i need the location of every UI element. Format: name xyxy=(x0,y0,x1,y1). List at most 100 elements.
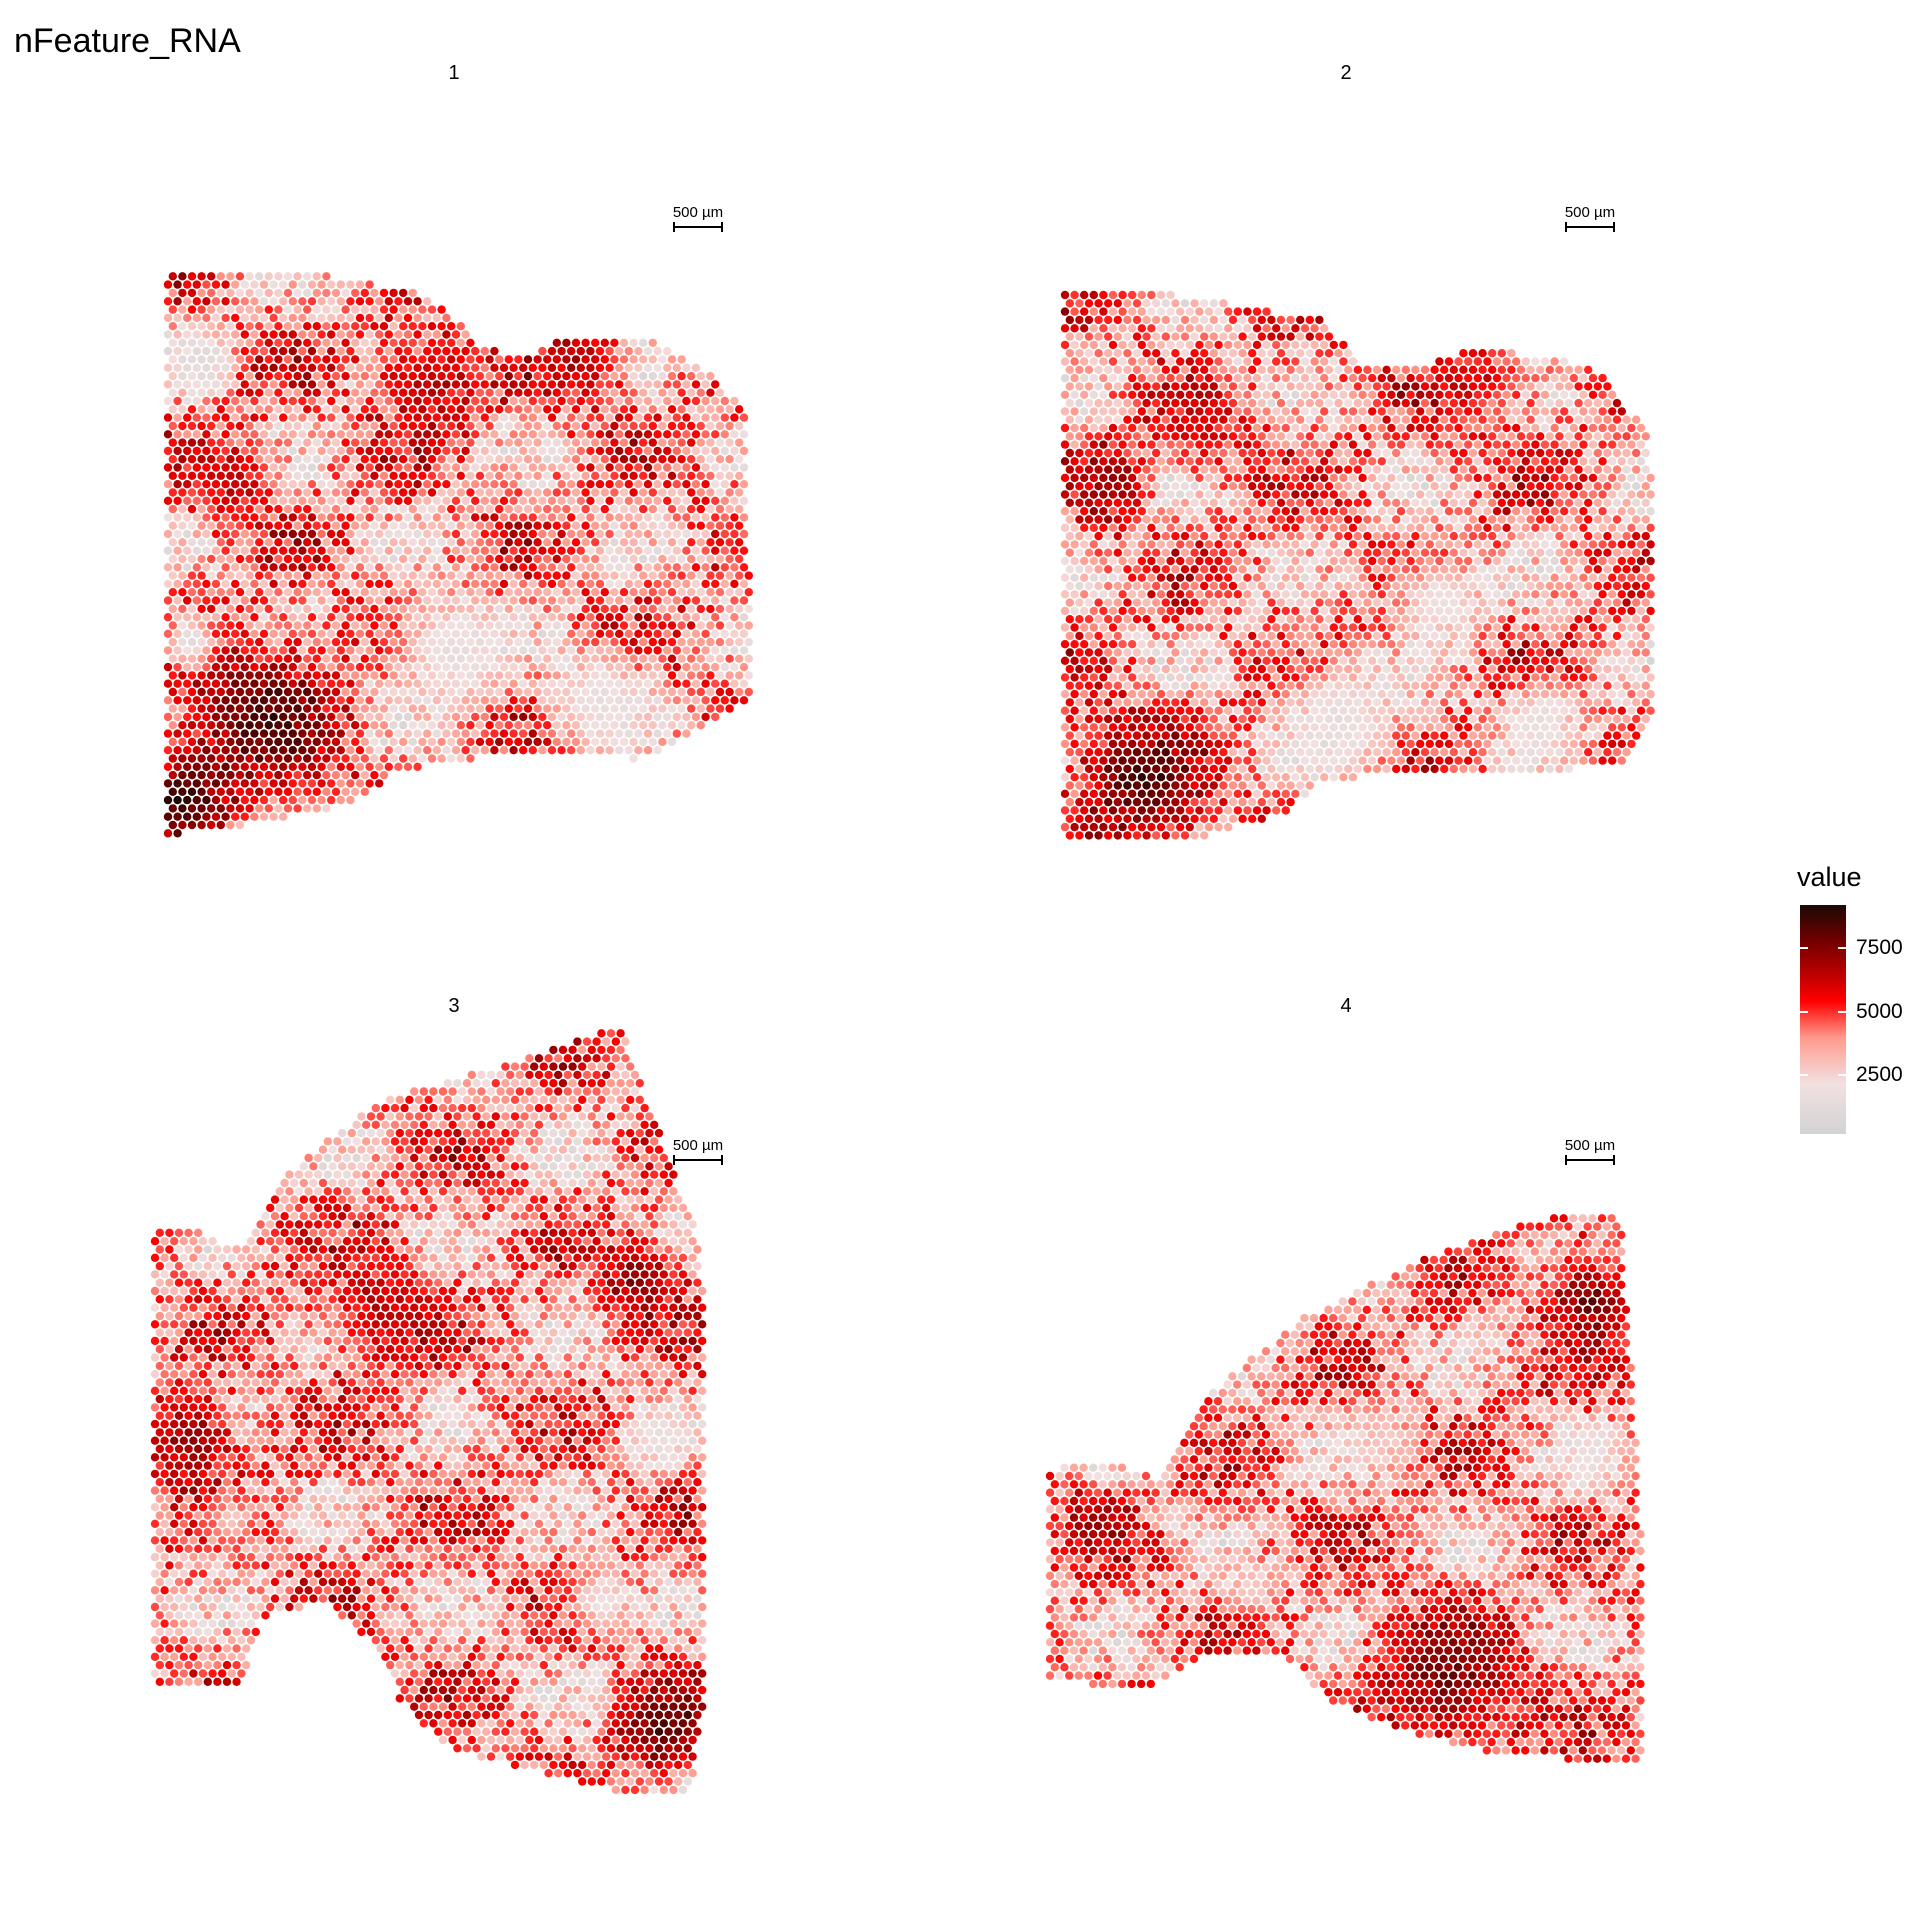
spot xyxy=(586,430,595,439)
spot xyxy=(279,529,288,539)
spot xyxy=(624,446,633,456)
spot xyxy=(331,371,341,381)
spot xyxy=(514,371,523,381)
spot xyxy=(639,521,648,530)
spot xyxy=(1363,448,1372,458)
spot xyxy=(466,588,475,597)
spot xyxy=(173,829,182,838)
spot xyxy=(730,662,739,672)
spot xyxy=(178,438,187,447)
spot xyxy=(1075,415,1084,424)
spot xyxy=(423,646,432,655)
spot xyxy=(1320,540,1329,549)
spot xyxy=(466,554,475,564)
spot xyxy=(1286,315,1295,325)
spot xyxy=(1099,373,1108,383)
spot xyxy=(341,471,350,480)
spot xyxy=(1123,349,1132,358)
spot xyxy=(197,721,206,730)
spot xyxy=(264,637,273,647)
spot xyxy=(1267,515,1276,524)
spot xyxy=(351,654,360,663)
spot xyxy=(399,721,408,730)
spot xyxy=(653,546,662,555)
spot xyxy=(408,654,417,663)
spot xyxy=(466,571,475,580)
spot xyxy=(605,396,614,406)
spot xyxy=(1444,540,1454,549)
spot xyxy=(485,671,494,680)
spot xyxy=(341,504,350,514)
spot xyxy=(351,371,360,381)
spot xyxy=(1171,432,1180,441)
spot xyxy=(403,529,413,539)
spot xyxy=(437,322,446,331)
spot xyxy=(1281,340,1291,350)
spot xyxy=(226,421,235,431)
spot xyxy=(1478,531,1487,541)
spot xyxy=(384,679,393,688)
spot xyxy=(504,405,513,414)
spot xyxy=(1171,299,1180,308)
spot xyxy=(274,604,283,614)
spot xyxy=(269,480,278,489)
spot xyxy=(1228,415,1238,424)
spot xyxy=(581,388,590,397)
spot xyxy=(399,405,408,414)
spot xyxy=(231,579,240,589)
spot xyxy=(293,405,302,414)
spot xyxy=(1089,556,1099,566)
spot xyxy=(221,729,230,738)
spot xyxy=(624,662,633,672)
spot xyxy=(1219,515,1228,524)
spot xyxy=(1185,540,1195,549)
spot xyxy=(384,463,393,472)
spot xyxy=(634,646,643,655)
spot xyxy=(274,521,283,530)
spot xyxy=(1358,440,1367,449)
spot xyxy=(389,438,398,447)
spot xyxy=(336,380,345,389)
spot xyxy=(437,338,446,347)
spot xyxy=(624,579,633,589)
spot xyxy=(1339,507,1348,516)
spot xyxy=(475,421,485,431)
spot xyxy=(1075,531,1084,541)
spot xyxy=(375,480,384,489)
spot xyxy=(720,529,729,539)
spot xyxy=(1060,523,1070,532)
spot xyxy=(523,637,533,647)
spot xyxy=(1622,482,1631,491)
spot xyxy=(207,355,216,364)
spot xyxy=(744,654,753,663)
spot xyxy=(269,712,278,722)
spot xyxy=(403,596,413,605)
spot xyxy=(1286,382,1295,391)
spot xyxy=(1104,349,1113,358)
spot xyxy=(1219,415,1228,424)
spot xyxy=(1564,465,1574,474)
spot xyxy=(639,621,648,630)
spot xyxy=(557,579,566,589)
spot xyxy=(663,529,672,539)
spot xyxy=(336,297,345,306)
spot xyxy=(331,704,341,713)
spot xyxy=(317,446,326,456)
spot xyxy=(706,654,715,663)
spot xyxy=(1646,473,1655,483)
spot xyxy=(485,604,494,614)
spot xyxy=(211,463,221,472)
spot xyxy=(293,338,302,347)
spot xyxy=(1555,365,1564,374)
spot xyxy=(619,455,629,464)
spot xyxy=(696,371,705,381)
spot xyxy=(639,421,648,431)
spot xyxy=(1161,398,1171,408)
spot xyxy=(701,546,710,555)
spot xyxy=(235,355,245,364)
spot xyxy=(168,754,177,763)
spot xyxy=(240,812,249,821)
spot xyxy=(629,554,638,564)
spot xyxy=(1368,390,1377,399)
spot xyxy=(600,538,609,547)
